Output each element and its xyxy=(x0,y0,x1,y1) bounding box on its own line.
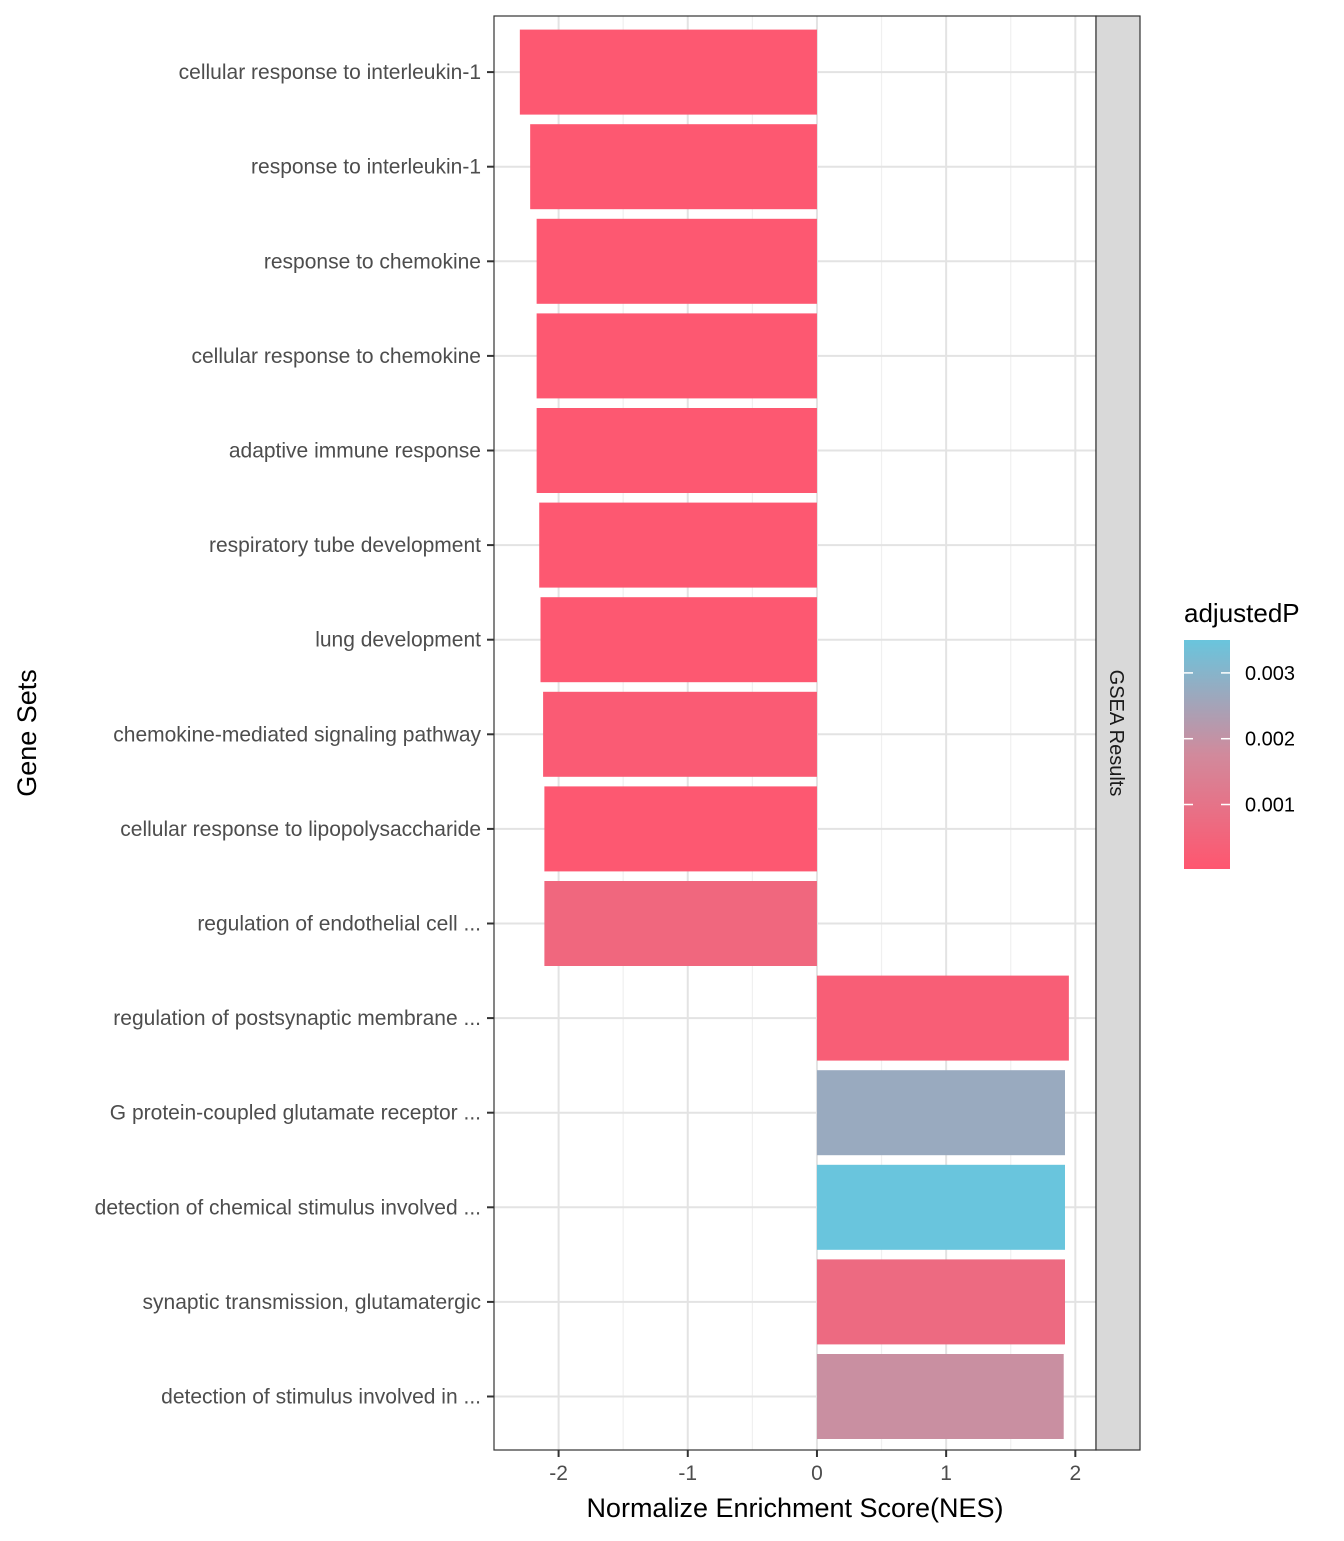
bar-6 xyxy=(541,597,817,682)
bar-13 xyxy=(817,1259,1065,1344)
gsea-chart: GSEA Results cellular response to interl… xyxy=(0,0,1344,1536)
facet-label: GSEA Results xyxy=(1105,670,1127,797)
y-tick-label-1: response to interleukin-1 xyxy=(251,156,481,179)
y-tick-label-14: detection of stimulus involved in ... xyxy=(161,1386,481,1409)
y-tick-label-3: cellular response to chemokine xyxy=(192,345,482,368)
x-tick-label-0: -2 xyxy=(549,1462,568,1485)
bar-3 xyxy=(537,313,817,398)
bar-9 xyxy=(544,881,817,966)
y-tick-label-9: regulation of endothelial cell ... xyxy=(197,913,481,936)
x-tick-label-3: 1 xyxy=(940,1462,952,1485)
bar-8 xyxy=(544,786,817,871)
y-axis: cellular response to interleukin-1 respon… xyxy=(95,61,494,1408)
y-tick-label-6: lung development xyxy=(315,629,481,652)
bar-14 xyxy=(817,1354,1064,1439)
facet-strip: GSEA Results xyxy=(1096,16,1140,1450)
x-tick-label-1: -1 xyxy=(678,1462,697,1485)
y-tick-label-10: regulation of postsynaptic membrane ... xyxy=(113,1007,481,1030)
y-tick-label-2: response to chemokine xyxy=(264,250,481,273)
x-axis-title: Normalize Enrichment Score(NES) xyxy=(586,1493,1003,1523)
y-tick-label-13: synaptic transmission, glutamatergic xyxy=(143,1291,481,1314)
bar-2 xyxy=(537,219,817,304)
y-tick-label-8: cellular response to lipopolysaccharide xyxy=(120,818,481,841)
bar-0 xyxy=(520,30,817,115)
y-tick-label-5: respiratory tube development xyxy=(209,534,481,557)
bar-12 xyxy=(817,1165,1065,1250)
legend: adjustedP 0.003 0.002 0.001 xyxy=(1184,598,1300,869)
bar-10 xyxy=(817,976,1069,1061)
y-tick-label-12: detection of chemical stimulus involved … xyxy=(95,1196,481,1219)
bar-5 xyxy=(539,503,817,588)
legend-colorbar xyxy=(1184,640,1230,869)
y-tick-label-4: adaptive immune response xyxy=(229,440,481,463)
x-tick-label-2: 0 xyxy=(811,1462,823,1485)
bar-1 xyxy=(530,124,817,209)
bar-11 xyxy=(817,1070,1065,1155)
legend-title: adjustedP xyxy=(1184,598,1300,628)
x-tick-label-4: 2 xyxy=(1069,1462,1081,1485)
legend-tick-label-2: 0.001 xyxy=(1245,795,1295,817)
bar-4 xyxy=(537,408,817,493)
chart-svg: GSEA Results cellular response to interl… xyxy=(0,0,1344,1536)
legend-tick-label-1: 0.002 xyxy=(1245,729,1295,751)
y-tick-label-7: chemokine-mediated signaling pathway xyxy=(113,723,481,746)
y-axis-title: Gene Sets xyxy=(12,669,42,797)
y-tick-label-0: cellular response to interleukin-1 xyxy=(179,61,481,84)
bar-7 xyxy=(543,692,817,777)
y-tick-label-11: G protein-coupled glutamate receptor ... xyxy=(110,1102,481,1125)
x-axis: -2 -1 0 1 2 xyxy=(549,1450,1081,1485)
legend-tick-label-0: 0.003 xyxy=(1245,663,1295,685)
